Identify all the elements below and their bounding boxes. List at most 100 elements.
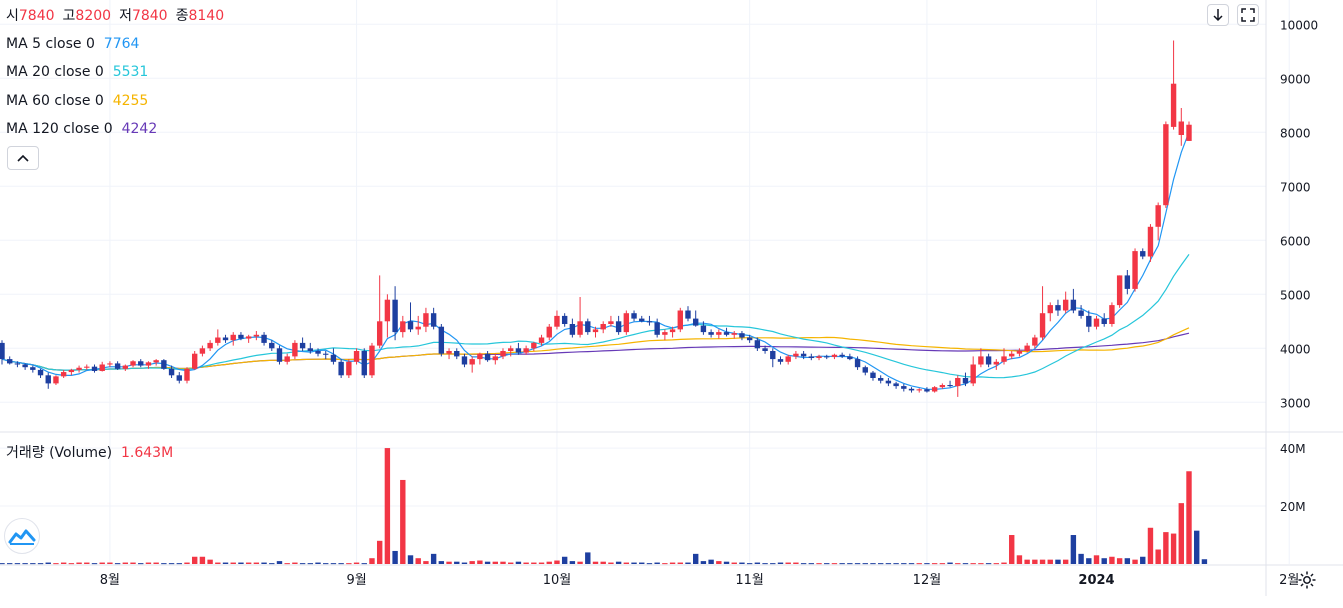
candle-body [1170,83,1177,127]
ma20-label: MA 20 close 0 [6,64,104,80]
volume-bar [608,562,614,564]
volume-bar [269,563,275,565]
time-tick-label: 8월 [100,573,120,588]
volume-bar [592,561,599,564]
volume-bar [99,562,105,564]
volume-bar [130,562,136,564]
volume-bar [1086,558,1092,564]
volume-legend[interactable]: 거래량 (Volume) 1.643M [6,444,173,462]
candle-body [469,359,475,365]
ma120-value: 4242 [121,121,158,137]
candle-body [299,342,306,349]
volume-bar [901,563,907,565]
candle-body [1009,353,1015,357]
grid-layer [0,0,1290,564]
collapse-legend-button[interactable] [7,146,39,170]
candle-body [1078,310,1084,316]
volume-bar [37,563,44,565]
candle-body [269,342,275,349]
ma120-legend[interactable]: MA 120 close 0 4242 [6,120,157,138]
candle-body [569,324,576,335]
candle-body [546,326,552,338]
candle-body [168,368,175,376]
ma5-value: 7764 [103,36,140,52]
volume-bar [854,563,861,565]
candle-body [1093,318,1100,327]
volume-bar [230,562,236,564]
candle-body [315,351,321,354]
ma5-legend[interactable]: MA 5 close 0 7764 [6,35,139,53]
volume-bar [253,562,260,564]
candle-body [407,321,414,330]
fullscreen-button[interactable] [1237,4,1259,26]
candle-body [84,366,90,368]
tradingview-logo[interactable] [4,518,40,554]
candle-body [585,321,591,333]
candle-body [1140,251,1146,257]
candle-body [854,359,861,368]
candle-body [870,372,876,378]
ma20-legend[interactable]: MA 20 close 0 5531 [6,63,148,81]
candle-body [122,365,129,369]
gear-icon [1298,571,1316,589]
candle-body [369,345,375,376]
volume-bar [68,563,75,565]
volume-bar [1124,558,1131,564]
candle-body [646,321,653,323]
candle-body [893,383,899,387]
candle-body [508,348,514,351]
volume-bar [1001,562,1007,564]
volume-bar [800,563,807,565]
candle-body [947,385,953,387]
volume-bar [1163,532,1169,564]
volume-bar [469,561,475,564]
price-tick-label: 9000 [1280,72,1311,86]
candle-body [176,375,182,381]
volume-bar [184,562,190,564]
candle-body [770,351,776,360]
volume-bar [1201,559,1208,564]
volume-bar [53,563,59,565]
download-button[interactable] [1207,4,1229,26]
chart-settings-button[interactable] [1296,569,1318,591]
volume-bar [700,561,707,564]
volume-bar [978,563,984,565]
candle-body [0,342,5,360]
candle-body [993,361,1000,365]
candle-body [754,340,761,349]
volume-bar [600,561,606,564]
volume-bar [554,560,560,564]
candle-body [1124,275,1131,289]
candle-body [99,364,105,371]
volume-bar [292,562,298,564]
candle-body [839,354,845,357]
volume-bar [138,563,144,565]
volume-bar [346,563,352,565]
volume-bar [777,562,784,564]
candle-body [978,356,984,365]
candle-body [1032,337,1038,346]
ma60-legend[interactable]: MA 60 close 0 4255 [6,92,148,110]
candle-body [338,361,344,376]
candle-body [970,364,976,384]
candle-body [14,363,21,365]
volume-bar [523,562,529,564]
ma20-value: 5531 [112,64,149,80]
candle-body [230,334,236,341]
tradingview-logo-icon [8,529,36,545]
candle-body [662,332,668,335]
volume-bar [207,559,213,564]
fullscreen-icon [1241,8,1255,22]
volume-bar [1093,555,1100,564]
volume-bar [754,562,761,564]
volume-bar [1147,527,1154,564]
volume-bar [985,563,992,565]
candle-body [207,342,213,349]
volume-bar [30,563,36,565]
volume-bar [284,563,290,565]
candle-body [685,310,691,319]
price-tick-label: 7000 [1280,180,1311,194]
